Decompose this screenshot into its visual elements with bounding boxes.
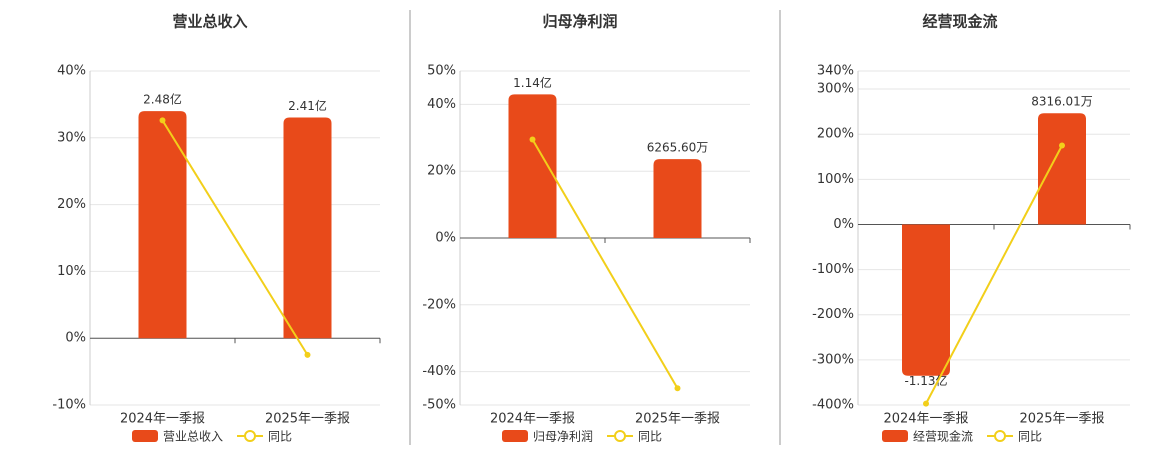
x-tick-label: 2024年一季报 (883, 412, 968, 427)
y-tick-label: 40% (57, 64, 86, 79)
x-tick-label: 2025年一季报 (635, 412, 720, 427)
y-tick-label: 50% (427, 64, 456, 79)
y-tick-label: -10% (52, 398, 86, 413)
bar (902, 224, 950, 376)
x-tick-label: 2025年一季报 (1019, 412, 1104, 427)
line-point (304, 351, 311, 358)
line (531, 138, 679, 389)
bar (138, 111, 187, 339)
y-tick-label: -400% (812, 398, 854, 413)
x-tick-label: 2024年一季报 (120, 412, 205, 427)
legend-label: 营业总收入 (163, 430, 223, 444)
line-point (1059, 142, 1065, 149)
bar (283, 117, 332, 339)
legend-swatch (244, 430, 257, 442)
y-tick-label: 200% (817, 127, 854, 142)
y-tick-label: 0% (65, 331, 86, 346)
y-tick-label: 10% (57, 264, 86, 279)
line-point (674, 385, 681, 392)
value-label: 2.48亿 (143, 92, 182, 107)
line-point (529, 136, 536, 143)
legend-swatch (614, 430, 627, 442)
bar (653, 159, 702, 238)
y-tick-label: 20% (427, 164, 456, 179)
legend-label: 归母净利润 (533, 430, 593, 444)
line (161, 119, 309, 356)
legend-label: 同比 (268, 430, 292, 444)
chart-title: 归母净利润 (542, 13, 617, 31)
legend-label: 同比 (1018, 430, 1042, 444)
legend-swatch (882, 430, 908, 442)
y-tick-label: 100% (817, 172, 854, 187)
x-tick-label: 2025年一季报 (265, 412, 350, 427)
value-label: 1.14亿 (513, 75, 552, 90)
y-tick-label: 0% (435, 231, 456, 246)
chart-title: 经营现金流 (922, 13, 997, 31)
legend-swatch (132, 430, 158, 442)
y-tick-label: 0% (833, 217, 854, 232)
y-tick-label: 340% (817, 64, 854, 79)
legend-label: 经营现金流 (913, 429, 973, 444)
bar (1038, 113, 1086, 225)
y-tick-label: -40% (422, 364, 456, 379)
x-tick-label: 2024年一季报 (490, 412, 575, 427)
legend-swatch (994, 430, 1007, 442)
line-point (923, 400, 929, 407)
y-tick-label: 20% (57, 197, 86, 212)
y-tick-label: -200% (812, 307, 854, 322)
value-label: 6265.60万 (647, 141, 709, 155)
y-tick-label: -20% (422, 297, 456, 312)
y-tick-label: -300% (812, 352, 854, 367)
y-tick-label: -50% (422, 398, 456, 413)
line (925, 145, 1063, 405)
legend-label: 同比 (638, 430, 662, 444)
value-label: 8316.01万 (1031, 95, 1093, 109)
y-tick-label: 30% (57, 130, 86, 145)
y-tick-label: 40% (427, 97, 456, 112)
bar (508, 94, 557, 238)
chart-title: 营业总收入 (172, 13, 247, 31)
y-tick-label: 300% (817, 82, 854, 97)
line-point (159, 117, 166, 124)
value-label: 2.41亿 (288, 98, 327, 113)
y-tick-label: -100% (812, 262, 854, 277)
legend-swatch (502, 430, 528, 442)
